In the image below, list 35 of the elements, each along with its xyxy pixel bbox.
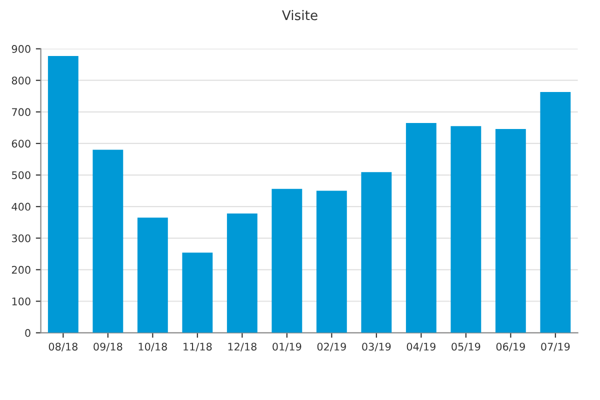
x-tick-label: 03/19: [362, 342, 391, 352]
y-tick-label: 100: [12, 297, 30, 306]
bar: [540, 92, 571, 333]
bar: [450, 126, 482, 333]
x-tick-label: 06/19: [496, 342, 525, 352]
y-tick-label: 800: [12, 76, 30, 84]
y-tick-label: 500: [12, 171, 30, 180]
y-tick-label: 0: [25, 329, 30, 337]
bar: [137, 218, 168, 333]
x-tick-label: 11/18: [184, 342, 212, 352]
y-tick-label: 400: [12, 202, 30, 211]
x-tick-label: 10/18: [138, 342, 167, 352]
x-tick-label: 12/18: [228, 342, 256, 352]
bar: [272, 188, 302, 333]
y-tick-label: 200: [12, 266, 30, 274]
bar: [406, 122, 436, 333]
bar: [361, 172, 392, 333]
chart-title: Visite: [282, 10, 318, 20]
bar: [48, 56, 78, 333]
x-tick-label: 02/19: [317, 342, 346, 352]
bar: [182, 252, 213, 333]
bar: [316, 190, 347, 333]
x-tick-label: 08/18: [48, 342, 78, 352]
bar: [226, 214, 258, 333]
x-tick-label: 09/18: [94, 342, 122, 352]
x-tick-label: 07/19: [541, 342, 570, 352]
x-tick-label: 04/19: [406, 342, 436, 352]
bar: [92, 150, 124, 333]
y-tick-label: 700: [12, 108, 30, 116]
x-tick-label: 05/19: [452, 342, 480, 352]
y-tick-label: 300: [12, 234, 30, 242]
bar: [495, 128, 526, 333]
x-tick-label: 01/19: [272, 342, 302, 352]
y-tick-label: 900: [12, 45, 30, 53]
y-tick-label: 600: [12, 140, 30, 148]
